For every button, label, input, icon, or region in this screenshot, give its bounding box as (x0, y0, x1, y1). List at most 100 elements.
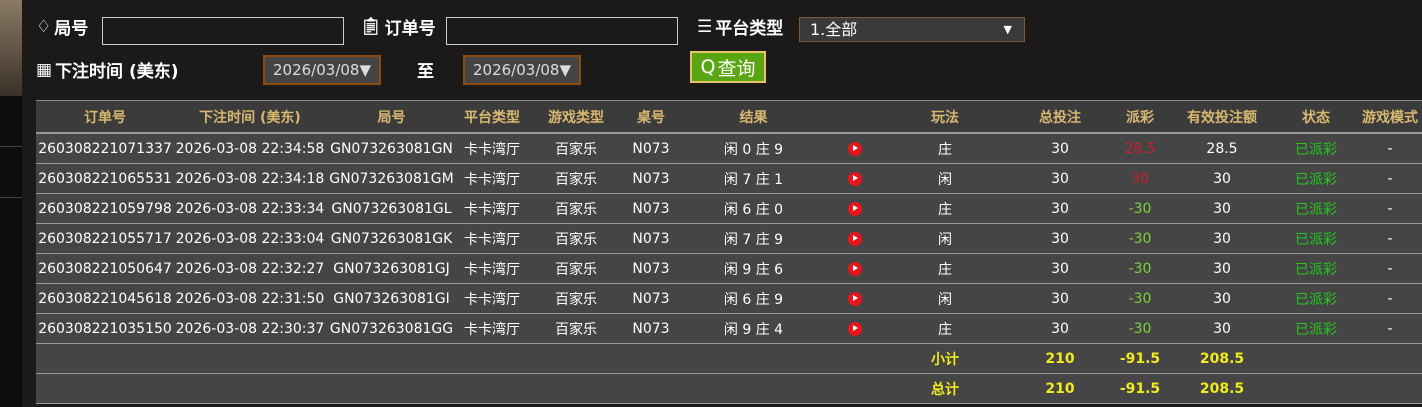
bet-option-cell: 庄 (880, 133, 1010, 164)
result-cell: 闲 7 庄 1 (677, 163, 830, 194)
search-icon: Q (700, 56, 716, 78)
bet-time-cell: 2026-03-08 22:31:50 (174, 283, 326, 314)
column-header: 游戏类型 (527, 100, 625, 134)
status-cell: 已派彩 (1274, 253, 1358, 284)
game-mode-cell: - (1358, 223, 1422, 254)
round-no-cell: GN073263081GG (326, 313, 457, 344)
round-no-cell: GN073263081GM (326, 163, 457, 194)
play-video-icon[interactable] (848, 231, 862, 246)
empty-cell (1274, 343, 1358, 374)
order-no-cell: 260308221050647 (36, 253, 174, 284)
game-mode-cell: - (1358, 313, 1422, 344)
platform-cell: 卡卡湾厅 (457, 193, 527, 224)
empty-cell (457, 343, 527, 374)
play-video-icon[interactable] (848, 141, 862, 156)
game-mode-cell: - (1358, 253, 1422, 284)
game-type-cell: 百家乐 (527, 133, 625, 164)
total-payout: -91.5 (1110, 373, 1170, 404)
empty-cell (1358, 343, 1422, 374)
valid-bet-cell: 30 (1170, 163, 1274, 194)
game-mode-cell: - (1358, 193, 1422, 224)
date-from-picker[interactable]: 2026/03/08▼ (263, 55, 381, 85)
payout-cell: -30 (1110, 253, 1170, 284)
platform-cell: 卡卡湾厅 (457, 133, 527, 164)
time-label: ▦ 下注时间 (美东) (36, 59, 179, 83)
payout-cell: -30 (1110, 193, 1170, 224)
to-label: 至 (417, 62, 434, 82)
empty-cell (527, 343, 625, 374)
table-row: 260308221045618 2026-03-08 22:31:50 GN0732… (36, 283, 1422, 314)
round-input[interactable] (102, 17, 344, 45)
column-header: 总投注 (1010, 100, 1110, 134)
table-no-cell: N073 (625, 313, 677, 344)
empty-cell (625, 373, 677, 404)
valid-bet-cell: 30 (1170, 253, 1274, 284)
bet-time-cell: 2026-03-08 22:32:27 (174, 253, 326, 284)
subtotal-total-bet: 210 (1010, 343, 1110, 374)
replay-cell (830, 253, 880, 284)
empty-cell (830, 343, 880, 374)
order-no-cell: 260308221035150 (36, 313, 174, 344)
empty-cell (677, 373, 830, 404)
bet-option-cell: 闲 (880, 223, 1010, 254)
total-bet-cell: 30 (1010, 283, 1110, 314)
platform-cell: 卡卡湾厅 (457, 163, 527, 194)
payout-cell: -30 (1110, 223, 1170, 254)
order-label: 📋︎ 订单号 (360, 16, 436, 40)
valid-bet-cell: 30 (1170, 223, 1274, 254)
date-to-picker[interactable]: 2026/03/08▼ (463, 55, 581, 85)
query-button[interactable]: Q 查询 (690, 51, 766, 83)
subtotal-row: 小计 210 -91.5 208.5 (36, 343, 1422, 374)
replay-cell (830, 313, 880, 344)
round-no-cell: GN073263081GI (326, 283, 457, 314)
valid-bet-cell: 30 (1170, 313, 1274, 344)
total-label: 总计 (880, 373, 1010, 404)
column-header: 派彩 (1110, 100, 1170, 134)
play-video-icon[interactable] (848, 171, 862, 186)
payout-cell: -30 (1110, 313, 1170, 344)
order-no-cell: 260308221059798 (36, 193, 174, 224)
play-video-icon[interactable] (848, 321, 862, 336)
game-type-cell: 百家乐 (527, 253, 625, 284)
empty-cell (174, 373, 326, 404)
table-no-cell: N073 (625, 253, 677, 284)
total-bet-cell: 30 (1010, 163, 1110, 194)
result-cell: 闲 9 庄 4 (677, 313, 830, 344)
empty-cell (326, 373, 457, 404)
platform-cell: 卡卡湾厅 (457, 283, 527, 314)
bet-time-cell: 2026-03-08 22:34:58 (174, 133, 326, 164)
column-header: 玩法 (880, 100, 1010, 134)
play-video-icon[interactable] (848, 291, 862, 306)
valid-bet-cell: 28.5 (1170, 133, 1274, 164)
list-icon: ☰ (697, 16, 713, 37)
round-no-cell: GN073263081GJ (326, 253, 457, 284)
total-row: 总计 210 -91.5 208.5 (36, 373, 1422, 404)
order-no-cell: 260308221065531 (36, 163, 174, 194)
status-cell: 已派彩 (1274, 313, 1358, 344)
play-video-icon[interactable] (848, 201, 862, 216)
round-label: ♢ 局号 (36, 16, 89, 40)
platform-select[interactable]: 1.全部 ▼ (799, 17, 1025, 42)
play-video-icon[interactable] (848, 261, 862, 276)
game-mode-cell: - (1358, 163, 1422, 194)
empty-cell (625, 343, 677, 374)
subtotal-label: 小计 (880, 343, 1010, 374)
total-valid-bet: 208.5 (1170, 373, 1274, 404)
game-type-cell: 百家乐 (527, 283, 625, 314)
order-input[interactable] (446, 17, 678, 45)
bet-option-cell: 庄 (880, 313, 1010, 344)
subtotal-valid-bet: 208.5 (1170, 343, 1274, 374)
replay-cell (830, 163, 880, 194)
round-no-cell: GN073263081GL (326, 193, 457, 224)
result-cell: 闲 7 庄 9 (677, 223, 830, 254)
valid-bet-cell: 30 (1170, 193, 1274, 224)
result-cell: 闲 6 庄 9 (677, 283, 830, 314)
bet-time-cell: 2026-03-08 22:30:37 (174, 313, 326, 344)
table-no-cell: N073 (625, 133, 677, 164)
empty-cell (174, 343, 326, 374)
total-bet-cell: 30 (1010, 223, 1110, 254)
column-header: 平台类型 (457, 100, 527, 134)
column-header: 桌号 (625, 100, 677, 134)
game-type-cell: 百家乐 (527, 223, 625, 254)
bet-time-cell: 2026-03-08 22:34:18 (174, 163, 326, 194)
